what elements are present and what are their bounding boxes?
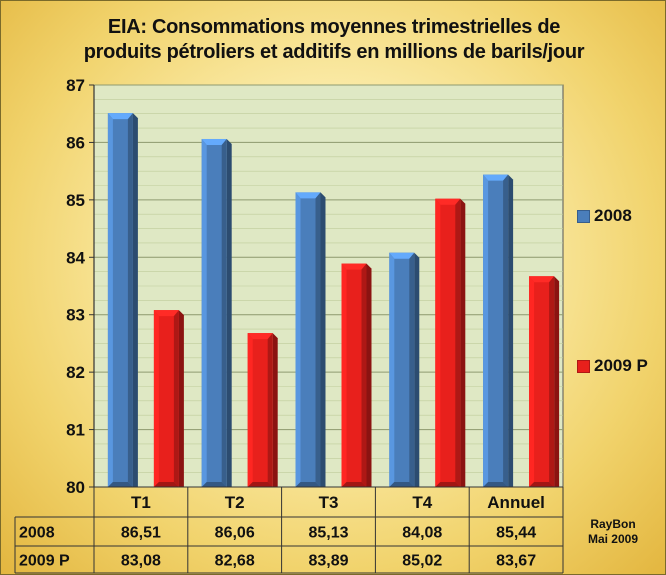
bar-bevel-bottom (341, 482, 367, 487)
bar-side (366, 263, 372, 487)
bar-2008-t2 (201, 138, 232, 488)
bar-side (320, 192, 326, 488)
bar-side (460, 198, 466, 488)
credit-date: Mai 2009 (587, 532, 639, 546)
bar-2008-t4 (389, 252, 420, 487)
bar-bevel-top (435, 198, 461, 205)
table-cell-value: 86,51 (121, 525, 161, 542)
table-cell-value: 85,02 (402, 553, 442, 570)
bar-bevel-left (247, 333, 253, 487)
y-tick-label: 87 (66, 76, 85, 95)
bar-2009p-annuel (529, 276, 560, 487)
bar-bevel-right (267, 333, 273, 487)
category-label-t4: T4 (412, 493, 432, 512)
bar-bevel-right (221, 138, 227, 488)
bar-bevel-right (549, 276, 555, 487)
y-tick-label: 86 (66, 133, 85, 152)
chart-title-line-1: EIA: Consommations moyennes trimestriell… (107, 16, 561, 38)
chart-title: EIA: Consommations moyennes trimestriell… (41, 15, 627, 65)
author-credit: RayBon Mai 2009 (569, 517, 657, 547)
bar-bevel-left (435, 198, 441, 488)
bar-2009p-t1 (153, 310, 184, 487)
bar-2009p-t4 (435, 198, 466, 488)
category-label-t1: T1 (131, 493, 151, 512)
bar-bevel-top (295, 192, 321, 199)
bar-bevel-right (315, 192, 321, 488)
y-tick-label: 85 (66, 191, 85, 210)
table-cell-value: 83,89 (308, 553, 348, 570)
bar-bevel-top (483, 174, 509, 181)
bar-bevel-left (529, 276, 535, 487)
bar-bevel-top (341, 263, 367, 270)
bar-side (132, 113, 138, 487)
bar-bevel-bottom (435, 482, 461, 487)
bar-bevel-top (107, 113, 133, 120)
bar-bevel-bottom (201, 482, 227, 487)
bar-side (508, 174, 514, 488)
bar-2009p-t3 (341, 263, 372, 487)
bar-bevel-left (201, 138, 207, 488)
bar-bevel-right (173, 310, 179, 487)
category-label-t2: T2 (225, 493, 245, 512)
legend-item-2008: 2008 (577, 206, 632, 226)
bar-side (414, 252, 420, 487)
legend-label-2009p: 2009 P (594, 356, 648, 375)
table-row-label-2008: 2008 (19, 525, 55, 542)
table-row-label-2009p: 2009 P (19, 553, 70, 570)
bar-side (554, 276, 560, 487)
bar-2008-t1 (107, 113, 138, 487)
bar-bevel-left (483, 174, 489, 488)
y-tick-label: 83 (66, 306, 85, 325)
bar-bevel-top (529, 276, 555, 283)
bar-2009p-t2 (247, 333, 278, 487)
legend-item-2009p: 2009 P (577, 356, 648, 376)
table-cell-value: 83,67 (496, 553, 536, 570)
chart-title-line-2: produits pétroliers et additifs en milli… (83, 41, 585, 63)
bar-bevel-bottom (295, 482, 321, 487)
bar-bevel-bottom (483, 482, 509, 487)
bar-bevel-bottom (153, 482, 179, 487)
bar-bevel-right (409, 252, 415, 487)
bar-bevel-left (107, 113, 113, 487)
bar-bevel-bottom (529, 482, 555, 487)
bar-2008-t3 (295, 192, 326, 488)
legend-label-2008: 2008 (594, 206, 632, 225)
table-cell-value: 84,08 (402, 525, 442, 542)
bar-bevel-top (153, 310, 179, 317)
bar-bevel-bottom (107, 482, 133, 487)
bar-bevel-top (389, 252, 415, 259)
bar-bevel-left (389, 252, 395, 487)
y-tick-label: 80 (66, 478, 85, 497)
bar-bevel-right (361, 263, 367, 487)
legend-swatch-2008 (577, 209, 590, 223)
y-tick-label: 84 (66, 248, 85, 267)
bar-bevel-left (153, 310, 159, 487)
bar-bevel-right (127, 113, 133, 487)
table-cell-value: 85,13 (308, 525, 348, 542)
bar-side (178, 310, 184, 487)
legend-swatch-2009p (577, 359, 590, 373)
bar-side (272, 333, 278, 487)
bar-bevel-left (341, 263, 347, 487)
table-cell-value: 82,68 (215, 553, 255, 570)
bar-bevel-left (295, 192, 301, 488)
bar-bevel-right (503, 174, 509, 488)
category-label-t3: T3 (319, 493, 339, 512)
category-label-annuel: Annuel (487, 493, 545, 512)
y-tick-label: 81 (66, 421, 85, 440)
table-cell-value: 85,44 (496, 525, 536, 542)
credit-author: RayBon (590, 517, 636, 531)
bar-bevel-bottom (389, 482, 415, 487)
bar-bevel-top (247, 333, 273, 340)
bar-side (226, 138, 232, 488)
bar-2008-annuel (483, 174, 514, 488)
y-tick-label: 82 (66, 363, 85, 382)
table-cell-value: 83,08 (121, 553, 161, 570)
bar-bevel-top (201, 138, 227, 145)
bar-bevel-right (455, 198, 461, 488)
table-cell-value: 86,06 (215, 525, 255, 542)
bar-bevel-bottom (247, 482, 273, 487)
